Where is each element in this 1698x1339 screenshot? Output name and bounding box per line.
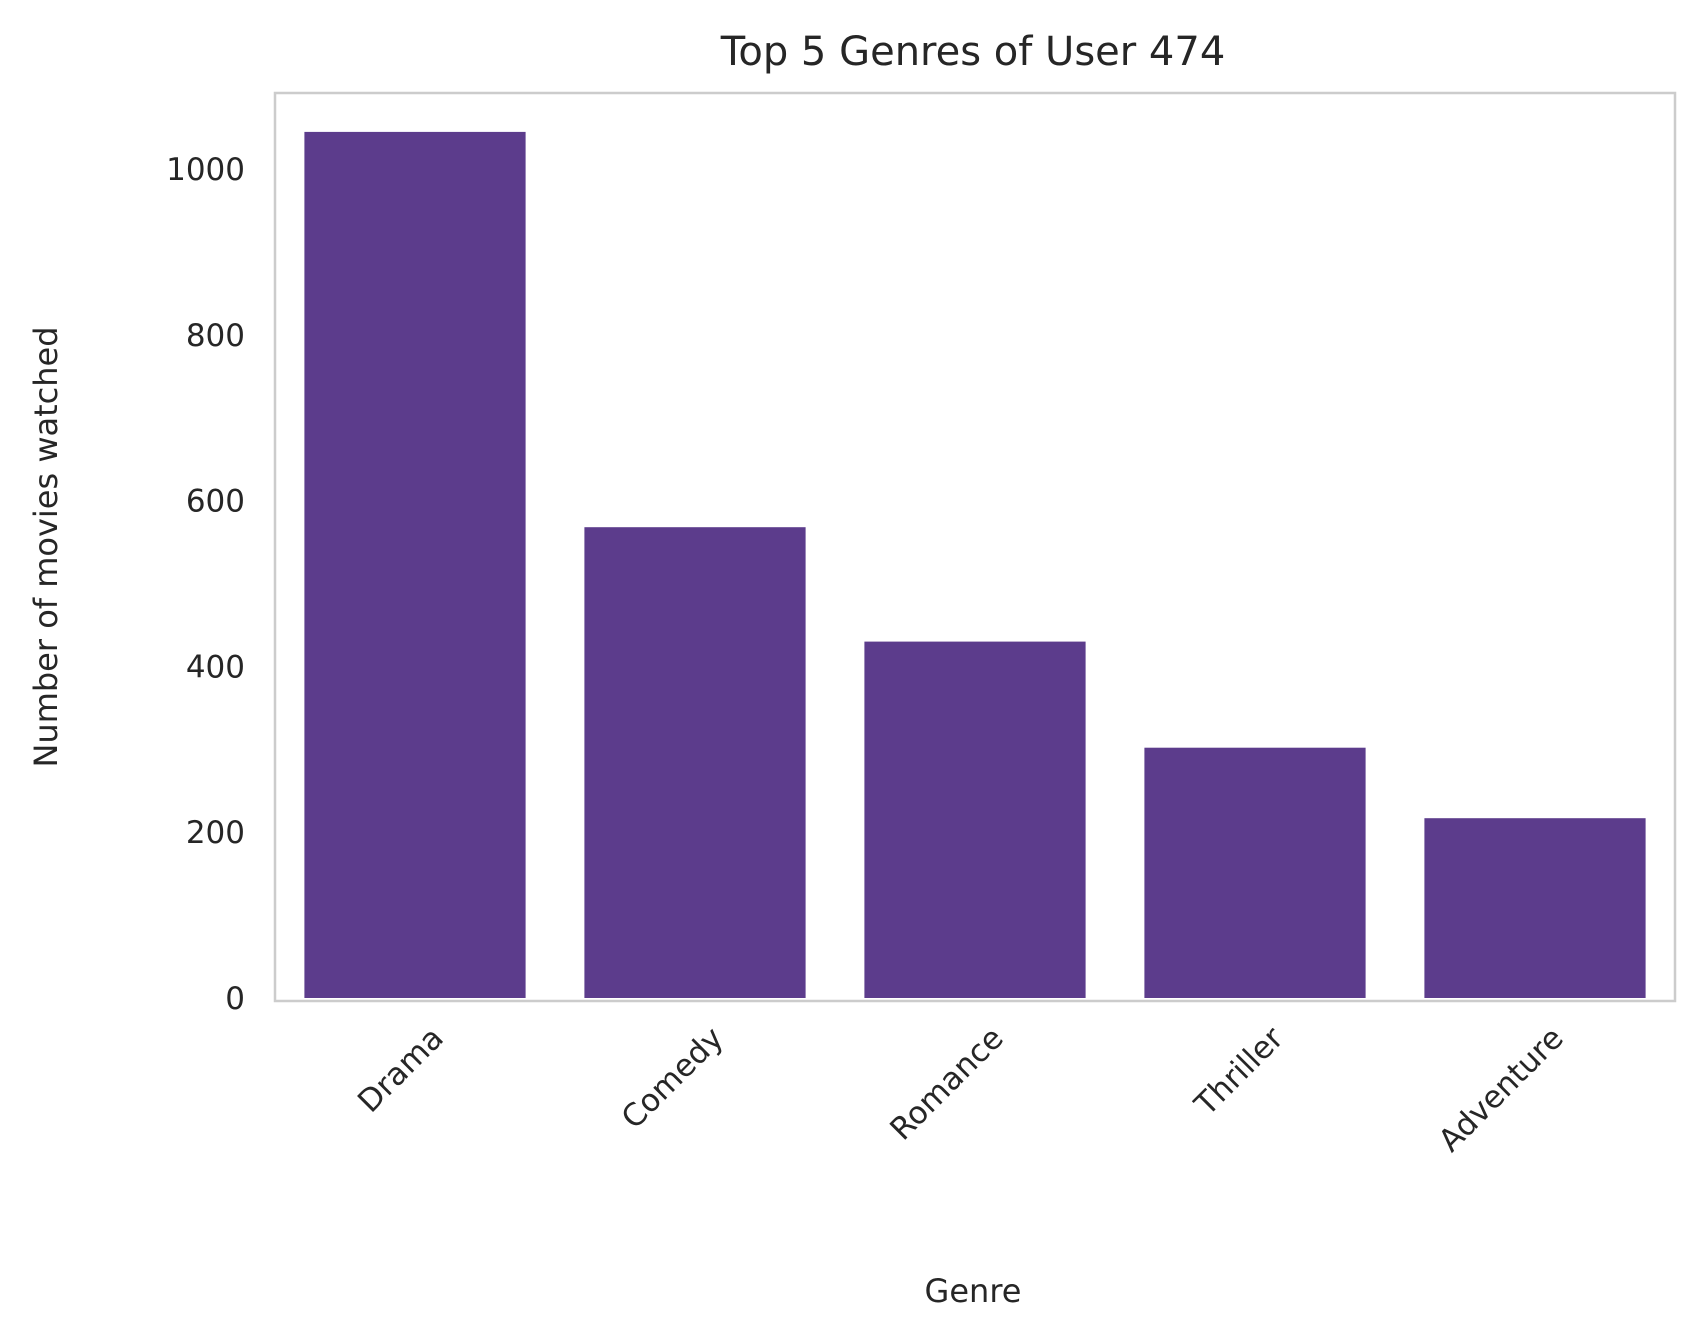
y-tick-label-200: 200 xyxy=(186,815,245,851)
plot-area xyxy=(273,91,1677,1003)
y-tick-label-1000: 1000 xyxy=(166,152,245,188)
chart-title: Top 5 Genres of User 474 xyxy=(720,29,1226,75)
bar-drama xyxy=(304,131,526,998)
bars-group xyxy=(304,131,1646,998)
y-tick-label-0: 0 xyxy=(225,981,245,1017)
bar-romance xyxy=(864,641,1086,998)
x-tick-label-thriller: Thriller xyxy=(1187,1020,1290,1123)
y-tick-label-800: 800 xyxy=(186,318,245,354)
y-tick-label-400: 400 xyxy=(186,650,245,686)
x-axis-label: Genre xyxy=(925,1272,1022,1310)
y-axis-label: Number of movies watched xyxy=(27,326,65,767)
bar-comedy xyxy=(584,527,806,998)
x-tick-label-comedy: Comedy xyxy=(615,1020,731,1136)
x-tick-label-drama: Drama xyxy=(351,1020,451,1120)
y-tick-label-600: 600 xyxy=(186,484,245,520)
bar-thriller xyxy=(1144,747,1366,998)
x-axis-ticks: Drama Comedy Romance Thriller Adventure xyxy=(351,1020,1571,1159)
x-tick-label-adventure: Adventure xyxy=(1432,1020,1571,1159)
bar-adventure xyxy=(1424,818,1646,998)
x-tick-label-romance: Romance xyxy=(883,1020,1010,1147)
y-axis-ticks: 0 200 400 600 800 1000 xyxy=(166,152,245,1017)
